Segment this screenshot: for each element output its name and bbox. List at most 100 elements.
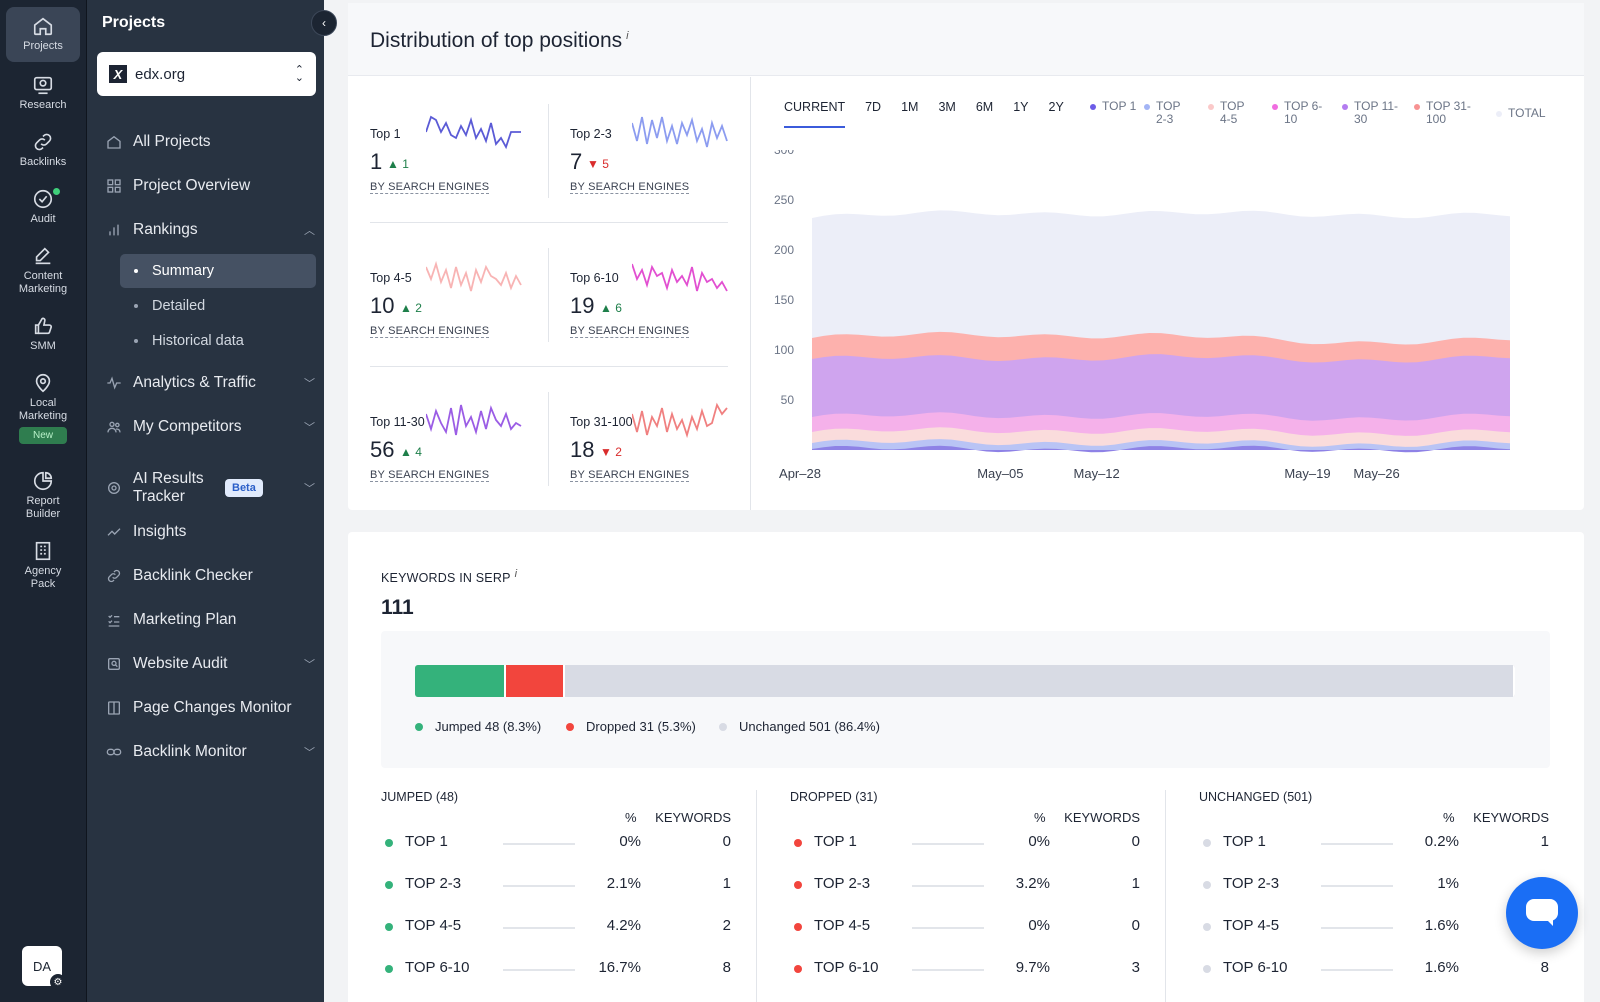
- rail-item-report-builder[interactable]: Report Builder: [6, 462, 80, 521]
- stat-value: 19: [570, 293, 595, 318]
- legend-label: TOP 31-100: [1426, 99, 1471, 126]
- chat-button[interactable]: [1506, 877, 1578, 949]
- table-row[interactable]: TOP 4-5 4.2% 2: [381, 917, 731, 937]
- table-row[interactable]: TOP 6-10 1.6% 8: [1199, 959, 1549, 979]
- rail-item-backlinks[interactable]: Backlinks: [6, 123, 80, 169]
- row-progress: [1321, 843, 1393, 845]
- row-dot: [794, 965, 802, 973]
- sidebar-item-marketing-plan[interactable]: Marketing Plan: [105, 611, 315, 629]
- by-search-engines-link[interactable]: BY SEARCH ENGINES: [370, 325, 490, 338]
- row-progress: [912, 927, 984, 929]
- table-row[interactable]: TOP 6-10 9.7% 3: [790, 959, 1140, 979]
- legend-top-6-10[interactable]: TOP 6-10: [1272, 100, 1332, 126]
- tab-1y[interactable]: 1Y: [1013, 100, 1029, 114]
- by-search-engines-link[interactable]: BY SEARCH ENGINES: [570, 469, 690, 482]
- rail-item-agency-pack[interactable]: Agency Pack: [6, 532, 80, 591]
- sidebar-item-backlink-checker[interactable]: Backlink Checker: [105, 567, 315, 585]
- by-search-engines-link[interactable]: BY SEARCH ENGINES: [570, 181, 690, 194]
- legend-top-31-100[interactable]: TOP 31-100: [1414, 100, 1478, 126]
- sidebar-item-my-competitors[interactable]: My Competitors ﹀: [105, 418, 315, 436]
- legend-label: Jumped 48 (8.3%): [435, 719, 542, 734]
- stat-top-2-3: Top 2-3 7 ▼ 5 BY SEARCH ENGINES: [570, 116, 740, 217]
- row-pct: 4.2%: [606, 917, 641, 934]
- legend-total[interactable]: TOTAL: [1496, 107, 1546, 120]
- user-avatar[interactable]: DA ⚙: [22, 946, 66, 990]
- sidebar-item-ai-results-tracker[interactable]: AI Results Tracker Beta ﹀: [105, 470, 315, 506]
- sparkline: [426, 404, 522, 436]
- stat-top-4-5: Top 4-5 10 ▲ 2 BY SEARCH ENGINES: [370, 260, 540, 361]
- by-search-engines-link[interactable]: BY SEARCH ENGINES: [570, 325, 690, 338]
- info-icon[interactable]: i: [514, 568, 518, 580]
- legend-top-4-5[interactable]: TOP 4-5: [1208, 100, 1256, 126]
- rail-item-smm[interactable]: SMM: [6, 307, 80, 353]
- row-progress: [1321, 885, 1393, 887]
- sidebar-item-rankings[interactable]: Rankings ︿: [105, 221, 315, 239]
- tab-6m[interactable]: 6M: [975, 100, 994, 114]
- row-pct: 9.7%: [1015, 959, 1050, 976]
- table-row[interactable]: TOP 1 0% 0: [790, 833, 1140, 853]
- table-row[interactable]: TOP 4-5 0% 0: [790, 917, 1140, 937]
- bar-segment[interactable]: [415, 665, 507, 697]
- table-row[interactable]: TOP 2-3 1%: [1199, 875, 1549, 895]
- subitem-label: Historical data: [152, 333, 244, 349]
- stat-top-31-100: Top 31-100 18 ▼ 2 BY SEARCH ENGINES: [570, 402, 740, 505]
- sidebar-subitem-detailed[interactable]: Detailed: [120, 289, 316, 323]
- sidebar-item-backlink-monitor[interactable]: Backlink Monitor ﹀: [105, 743, 315, 761]
- sidebar-item-all-projects[interactable]: All Projects: [105, 133, 315, 151]
- row-pct: 0%: [1028, 833, 1050, 850]
- row-label: TOP 2-3: [1223, 875, 1280, 892]
- pct-header: %: [1443, 810, 1455, 825]
- projects-sidebar: Projects ‹ X edx.org ⌃ ⌄ All Projects Pro…: [87, 0, 337, 1002]
- row-label: TOP 4-5: [814, 917, 871, 934]
- legend-top-2-3[interactable]: TOP 2-3: [1144, 100, 1192, 126]
- sidebar-item-page-changes-monitor[interactable]: Page Changes Monitor: [105, 699, 315, 717]
- rail-item-local-marketing[interactable]: Local Marketing New: [6, 364, 80, 444]
- sidebar-item-website-audit[interactable]: Website Audit ﹀: [105, 655, 315, 673]
- rail-item-audit[interactable]: Audit: [6, 180, 80, 226]
- sidebar-item-label: Website Audit: [133, 655, 228, 672]
- sidebar-item-analytics-traffic[interactable]: Analytics & Traffic ﹀: [105, 374, 315, 392]
- stat-top-6-10: Top 6-10 19 ▲ 6 BY SEARCH ENGINES: [570, 263, 740, 361]
- sidebar-subitem-summary[interactable]: Summary: [120, 254, 316, 288]
- by-search-engines-link[interactable]: BY SEARCH ENGINES: [370, 181, 490, 194]
- table-row[interactable]: TOP 1 0% 0: [381, 833, 731, 853]
- tab-current[interactable]: CURRENT: [784, 100, 846, 128]
- sidebar-item-insights[interactable]: Insights: [105, 523, 315, 541]
- link-icon: [105, 567, 123, 585]
- rail-label: SMM: [30, 340, 56, 352]
- collapse-sidebar-button[interactable]: ‹: [311, 10, 337, 36]
- bar-segment[interactable]: [564, 665, 1515, 697]
- legend-top-11-30[interactable]: TOP 11-30: [1342, 100, 1404, 126]
- table-row[interactable]: TOP 4-5 1.6%: [1199, 917, 1549, 937]
- stat-value: 56: [370, 437, 395, 462]
- sidebar-subitem-historical-data[interactable]: Historical data: [120, 324, 316, 358]
- stat-delta: ▲ 2: [400, 301, 422, 315]
- tab-2y[interactable]: 2Y: [1048, 100, 1064, 114]
- bar-segment[interactable]: [506, 665, 565, 697]
- tab-7d[interactable]: 7D: [865, 100, 882, 114]
- by-search-engines-link[interactable]: BY SEARCH ENGINES: [370, 469, 490, 482]
- row-dot: [1203, 923, 1211, 931]
- checklist-icon: [105, 611, 123, 629]
- table-row[interactable]: TOP 2-3 3.2% 1: [790, 875, 1140, 895]
- pct-header: %: [625, 810, 637, 825]
- info-icon[interactable]: i: [626, 30, 629, 42]
- sidebar-item-label: Insights: [133, 523, 187, 540]
- project-selector[interactable]: X edx.org ⌃ ⌄: [97, 52, 316, 96]
- table-row[interactable]: TOP 1 0.2% 1: [1199, 833, 1549, 853]
- ai-icon: [105, 479, 123, 497]
- table-row[interactable]: TOP 2-3 2.1% 1: [381, 875, 731, 895]
- rail-label: Projects: [23, 40, 63, 52]
- tab-3m[interactable]: 3M: [938, 100, 956, 114]
- tab-1m[interactable]: 1M: [901, 100, 919, 114]
- sidebar-item-label: Backlink Checker: [133, 567, 253, 584]
- rail-item-research[interactable]: Research: [6, 66, 80, 112]
- gear-icon[interactable]: ⚙: [50, 974, 66, 990]
- rail-item-content-marketing[interactable]: Content Marketing: [6, 237, 80, 296]
- sidebar-item-project-overview[interactable]: Project Overview: [105, 177, 315, 195]
- row-progress: [1321, 927, 1393, 929]
- row-label: TOP 4-5: [405, 917, 462, 934]
- rail-item-projects[interactable]: Projects: [6, 7, 80, 62]
- table-row[interactable]: TOP 6-10 16.7% 8: [381, 959, 731, 979]
- legend-top-1[interactable]: TOP 1: [1090, 100, 1138, 113]
